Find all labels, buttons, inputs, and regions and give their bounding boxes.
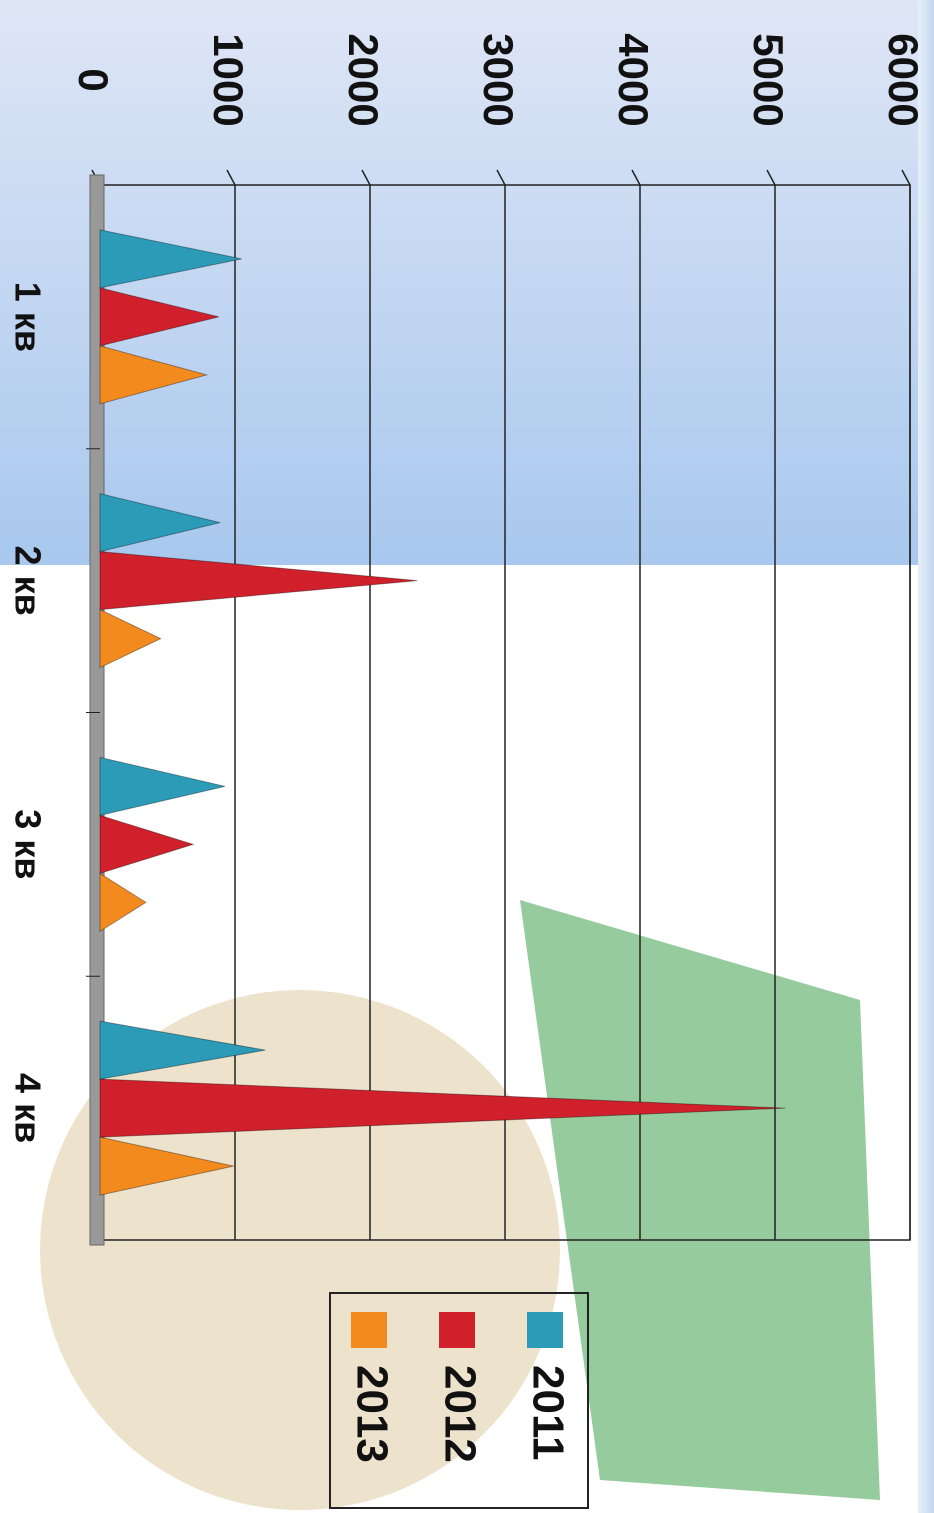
y-tick-label: 0: [70, 68, 117, 91]
decor-money: [520, 900, 880, 1500]
bar: [99, 756, 225, 817]
y-tick-label: 3000: [475, 33, 522, 126]
bar: [99, 814, 195, 875]
bar: [99, 551, 418, 611]
y-tick-label: 2000: [340, 33, 387, 126]
bar: [99, 872, 147, 933]
x-tick-label: 4 кв: [7, 1073, 48, 1143]
legend-swatch: [527, 1312, 563, 1348]
legend-label: 2012: [435, 1365, 484, 1463]
y-tick-label: 1000: [205, 33, 252, 126]
bar: [99, 1136, 234, 1196]
bar: [99, 287, 219, 347]
bar: [99, 1078, 786, 1138]
bar: [99, 1020, 266, 1080]
bar: [99, 492, 221, 553]
background-edge: [918, 0, 934, 1513]
tick-mark: [901, 169, 911, 186]
tick-mark: [496, 169, 506, 186]
x-tick-label: 2 кв: [7, 546, 48, 616]
background-band: [0, 0, 934, 565]
legend-label: 2011: [523, 1365, 572, 1460]
bar: [99, 608, 162, 669]
axis-base: [89, 174, 105, 1246]
tick-mark: [361, 169, 371, 186]
x-tick-label: 1 кв: [7, 282, 48, 352]
tick-mark: [226, 169, 236, 186]
legend-swatch: [439, 1312, 475, 1348]
legend-swatch: [351, 1312, 387, 1348]
bar: [99, 229, 242, 289]
y-tick-label: 5000: [745, 33, 792, 126]
tick-mark: [631, 169, 641, 186]
y-tick-label: 4000: [610, 33, 657, 126]
tick-mark: [766, 169, 776, 186]
y-tick-label: 6000: [880, 33, 927, 126]
legend-box: [329, 1292, 589, 1509]
bar: [99, 345, 209, 405]
x-tick-label: 3 кв: [7, 809, 48, 879]
legend-label: 2013: [347, 1365, 396, 1463]
